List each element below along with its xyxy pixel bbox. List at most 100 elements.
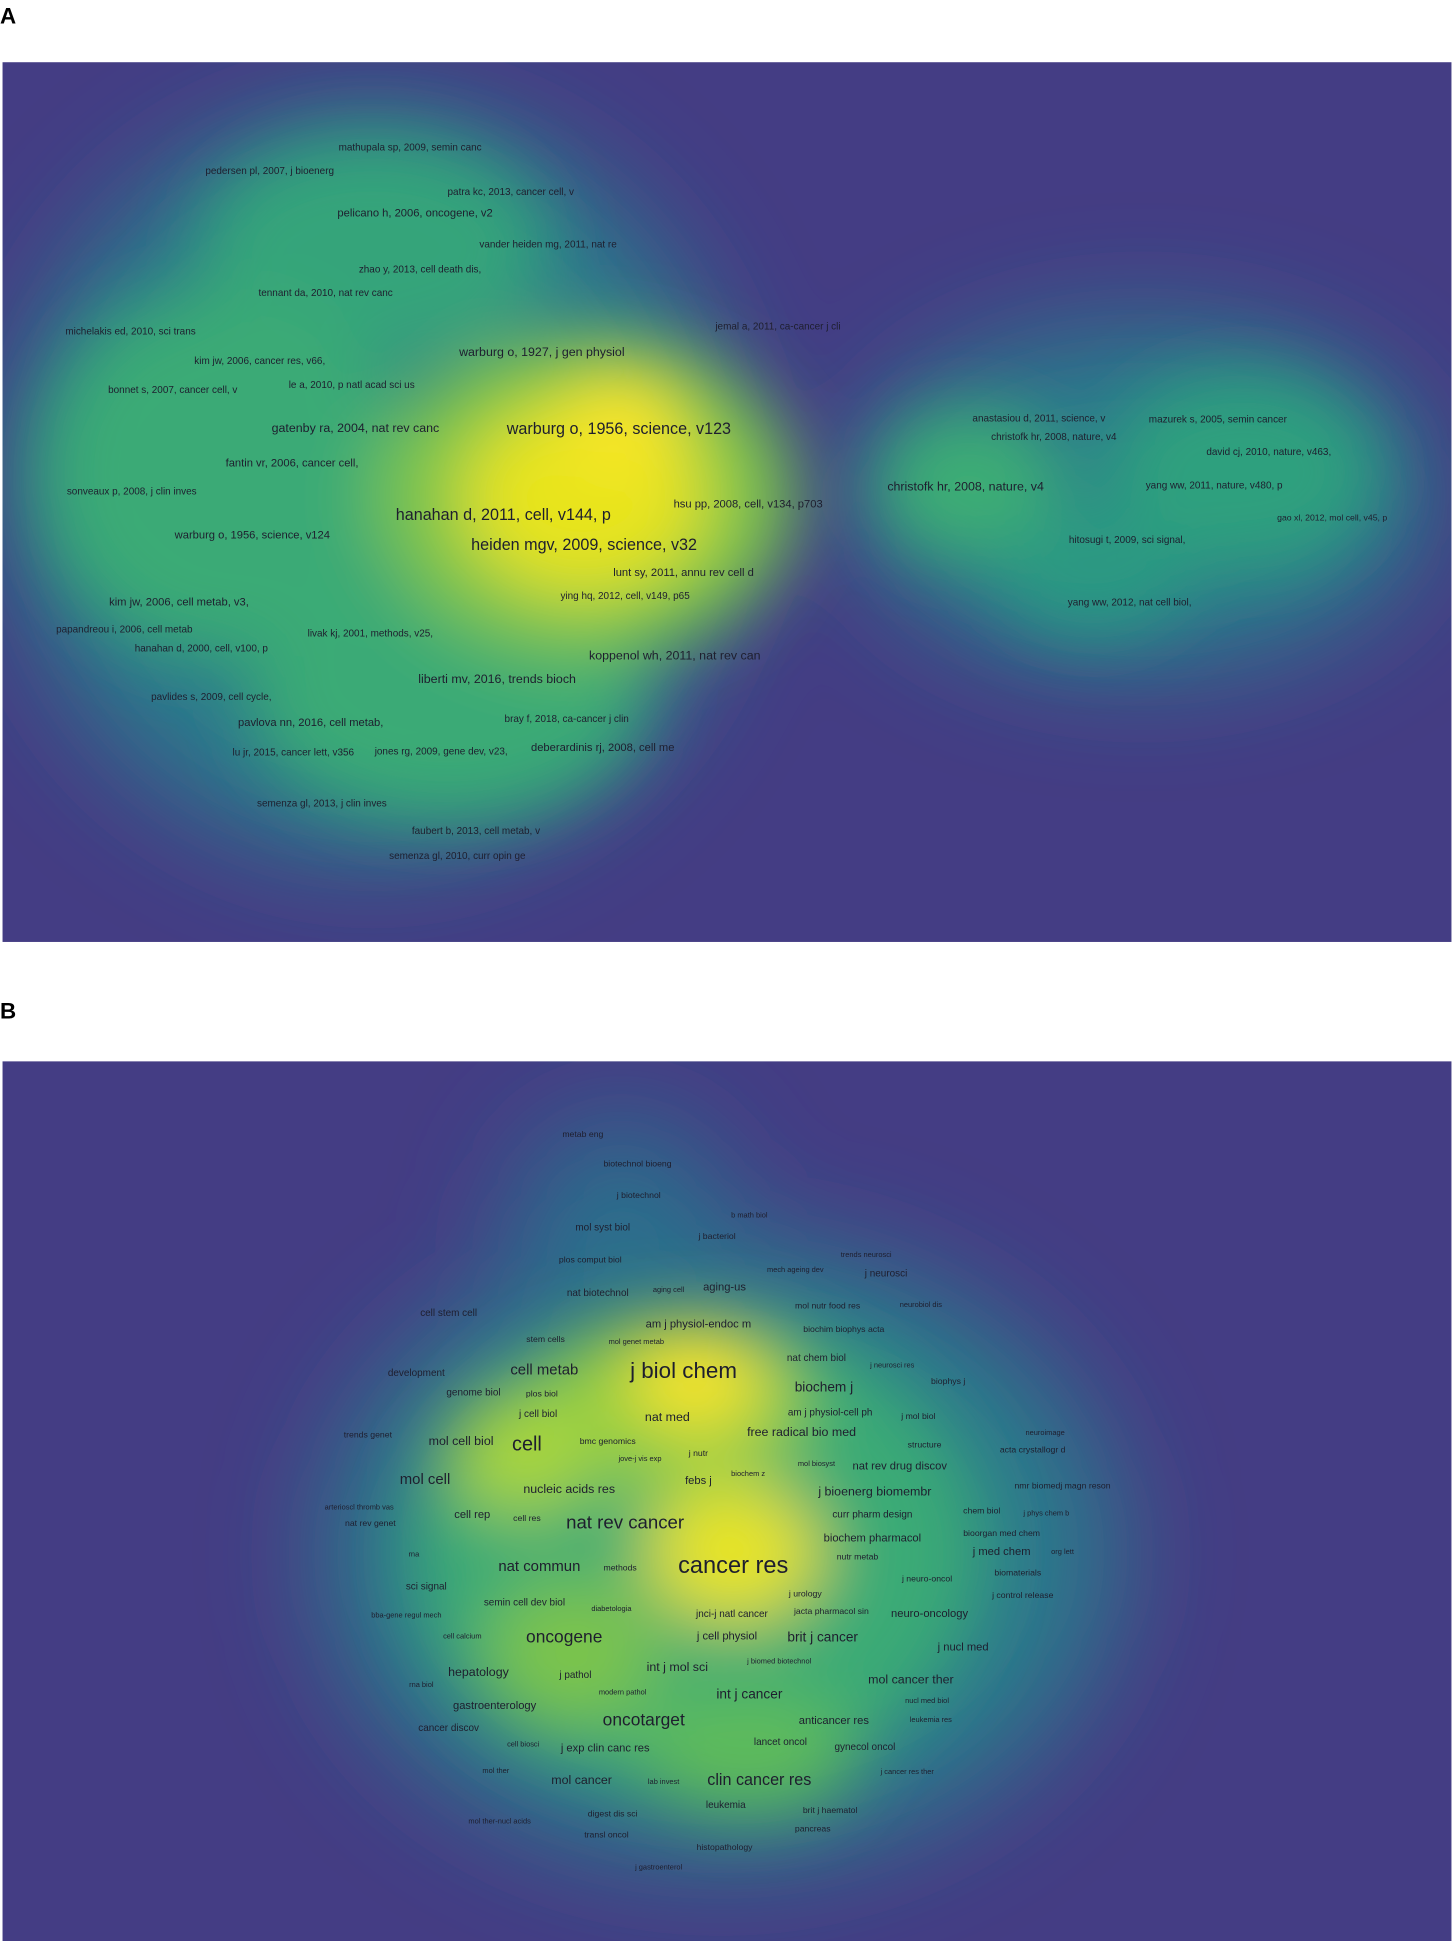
node-label: biophys j — [931, 1376, 965, 1386]
node-label: curr pharm design — [832, 1509, 912, 1520]
node-label: hitosugi t, 2009, sci signal, — [1069, 535, 1186, 546]
node-label: modern pathol — [599, 1687, 647, 1696]
node-label: j nutr — [688, 1448, 708, 1458]
node-label: bmc genomics — [580, 1436, 637, 1446]
node-label: j urology — [788, 1589, 822, 1599]
node-label: anticancer res — [799, 1715, 870, 1727]
node-label: j neuro-oncol — [901, 1574, 952, 1584]
node-label: nmr biomedj magn reson — [1014, 1481, 1110, 1491]
node-label: semin cell dev biol — [484, 1598, 565, 1609]
node-label: pavlova nn, 2016, cell metab, — [238, 717, 383, 729]
node-label: cell biosci — [507, 1740, 540, 1749]
node-label: christofk hr, 2008, nature, v4 — [991, 432, 1117, 443]
node-label: cell stem cell — [420, 1308, 477, 1319]
node-label: semenza gl, 2013, j clin inves — [257, 799, 387, 810]
node-label: nat chem biol — [787, 1353, 846, 1364]
node-label: histopathology — [696, 1842, 753, 1852]
node-label: kim jw, 2006, cancer res, v66, — [194, 356, 325, 367]
node-label: le a, 2010, p natl acad sci us — [289, 380, 415, 391]
node-label: structure — [908, 1440, 942, 1450]
node-label: febs j — [685, 1475, 712, 1487]
node-label: fantin vr, 2006, cancer cell, — [226, 457, 359, 469]
node-label: gao xl, 2012, mol cell, v45, p — [1277, 512, 1387, 522]
node-label: diabetologia — [591, 1604, 632, 1613]
node-label: j med chem — [972, 1546, 1031, 1558]
node-label: j neurosci res — [869, 1361, 915, 1370]
node-label: metab eng — [562, 1129, 603, 1139]
node-label: lu jr, 2015, cancer lett, v356 — [233, 748, 355, 759]
node-label: nutr metab — [837, 1551, 879, 1561]
node-label: lancet oncol — [754, 1737, 807, 1748]
node-label: clin cancer res — [707, 1771, 811, 1789]
node-label: am j physiol-endoc m — [646, 1319, 752, 1331]
node-label: yang ww, 2012, nat cell biol, — [1068, 597, 1192, 608]
node-label: brit j cancer — [787, 1629, 858, 1644]
node-label: jnci-j natl cancer — [695, 1609, 768, 1620]
node-label: int j mol sci — [647, 1660, 708, 1674]
node-label: cancer res — [678, 1553, 788, 1579]
node-label: mol syst biol — [575, 1222, 630, 1233]
node-label: development — [388, 1368, 445, 1379]
node-label: bioorgan med chem — [963, 1528, 1040, 1538]
node-label: methods — [603, 1563, 637, 1573]
node-label: j cell physiol — [696, 1631, 757, 1643]
density-map-a — [2, 62, 1452, 942]
node-label: nat commun — [498, 1559, 580, 1575]
node-label: hepatology — [448, 1665, 510, 1679]
node-label: org lett — [1051, 1547, 1075, 1556]
node-label: leukemia res — [910, 1715, 952, 1724]
node-label: pedersen pl, 2007, j bioenerg — [205, 166, 334, 177]
node-label: mol cell — [400, 1472, 451, 1488]
node-label: rna — [408, 1550, 420, 1559]
node-label: zhao y, 2013, cell death dis, — [359, 264, 481, 275]
node-label: trends genet — [344, 1430, 393, 1440]
node-label: warburg o, 1956, science, v124 — [174, 530, 330, 542]
node-label: pavlides s, 2009, cell cycle, — [151, 692, 271, 703]
node-label: cell calcium — [443, 1632, 481, 1641]
node-label: christofk hr, 2008, nature, v4 — [887, 479, 1044, 493]
node-label: ying hq, 2012, cell, v149, p65 — [560, 591, 690, 602]
node-label: liberti mv, 2016, trends bioch — [418, 672, 576, 686]
node-label: mech ageing dev — [767, 1265, 824, 1274]
node-label: mathupala sp, 2009, semin canc — [339, 143, 482, 154]
node-label: mol nutr food res — [795, 1300, 861, 1310]
node-label: faubert b, 2013, cell metab, v — [412, 826, 540, 837]
node-label: j exp clin canc res — [560, 1742, 650, 1754]
node-label: nat med — [645, 1410, 690, 1424]
node-label: hanahan d, 2000, cell, v100, p — [135, 643, 269, 654]
node-label: oncotarget — [603, 1710, 685, 1730]
node-label: pancreas — [795, 1824, 831, 1834]
node-label: sonveaux p, 2008, j clin inves — [67, 487, 197, 498]
node-label: cell res — [513, 1513, 541, 1523]
node-label: lunt sy, 2011, annu rev cell d — [613, 567, 754, 579]
node-label: gastroenterology — [453, 1700, 537, 1712]
node-label: acta crystallogr d — [1000, 1444, 1066, 1454]
node-label: anastasiou d, 2011, science, v — [972, 413, 1105, 424]
node-label: transl oncol — [584, 1830, 628, 1840]
panel-label: A — [0, 3, 16, 28]
node-label: j cell biol — [518, 1409, 557, 1420]
node-label: j biotechnol — [616, 1190, 661, 1200]
node-label: j pathol — [558, 1670, 591, 1681]
node-label: mol ther-nucl acids — [468, 1817, 531, 1826]
node-label: j cancer res ther — [880, 1767, 935, 1776]
node-label: plos biol — [526, 1389, 558, 1399]
node-label: lab invest — [648, 1777, 680, 1786]
node-label: j bioenerg biomembr — [817, 1485, 931, 1499]
node-label: biochem pharmacol — [824, 1532, 922, 1544]
node-label: leukemia — [706, 1800, 746, 1811]
node-label: aging cell — [653, 1285, 685, 1294]
node-label: hanahan d, 2011, cell, v144, p — [396, 506, 611, 524]
node-label: vander heiden mg, 2011, nat re — [479, 239, 617, 250]
node-label: nat biotechnol — [567, 1288, 629, 1299]
node-label: trends neurosci — [841, 1250, 892, 1259]
node-label: gatenby ra, 2004, nat rev canc — [272, 421, 440, 435]
node-label: mol cell biol — [429, 1434, 494, 1448]
node-label: warburg o, 1927, j gen physiol — [458, 345, 625, 359]
node-label: aging-us — [703, 1281, 746, 1293]
node-label: j neurosci — [864, 1268, 908, 1279]
node-label: deberardinis rj, 2008, cell me — [531, 742, 674, 754]
node-label: j bacteriol — [697, 1231, 735, 1241]
node-label: papandreou i, 2006, cell metab — [56, 625, 193, 636]
